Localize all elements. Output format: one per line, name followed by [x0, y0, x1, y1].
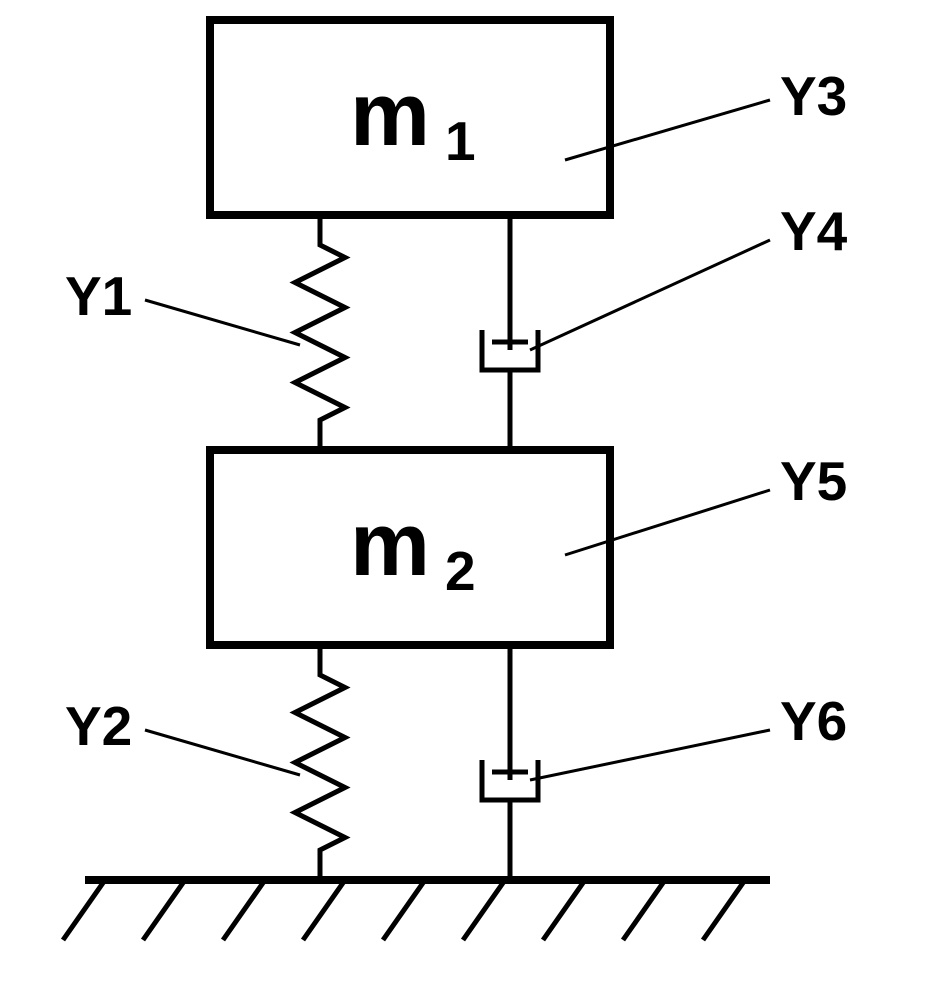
ground-hatch — [63, 880, 105, 940]
label-Y3: Y3 — [780, 65, 847, 127]
leader-Y4 — [530, 240, 770, 350]
ground-hatch — [543, 880, 585, 940]
ground-hatch — [703, 880, 745, 940]
leader-Y3 — [565, 100, 770, 160]
leader-Y5 — [565, 490, 770, 555]
ground-hatch — [303, 880, 345, 940]
leader-Y2 — [145, 730, 300, 775]
mass-2-subscript: 2 — [445, 540, 476, 602]
label-Y4: Y4 — [780, 200, 848, 262]
label-Y1: Y1 — [65, 265, 132, 327]
label-Y5: Y5 — [780, 450, 847, 512]
ground-hatch — [143, 880, 185, 940]
mass-1-subscript: 1 — [445, 110, 476, 172]
mass-2-label: m — [350, 495, 430, 595]
diagram-canvas: m1m2Y1Y2Y3Y4Y5Y6 — [0, 0, 947, 1000]
ground-hatch — [623, 880, 665, 940]
ground-hatch — [223, 880, 265, 940]
spring-2 — [295, 645, 345, 880]
leader-Y1 — [145, 300, 300, 345]
ground-hatch — [383, 880, 425, 940]
leader-Y6 — [530, 730, 770, 780]
spring-1 — [295, 215, 345, 450]
ground-hatch — [463, 880, 505, 940]
label-Y2: Y2 — [65, 695, 132, 757]
mass-1-label: m — [350, 65, 430, 165]
label-Y6: Y6 — [780, 690, 847, 752]
